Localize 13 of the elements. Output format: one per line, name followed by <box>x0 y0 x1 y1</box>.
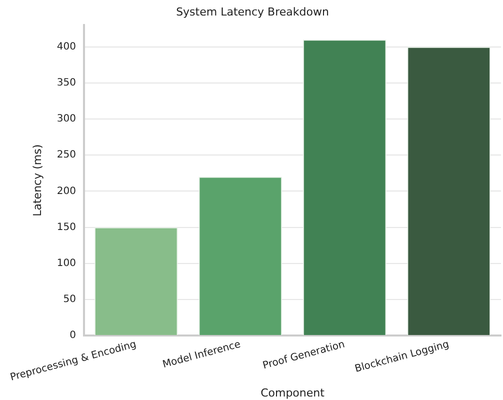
y-axis-title: Latency (ms) <box>31 144 44 216</box>
y-tick-label: 300 <box>56 114 76 125</box>
chart-title: System Latency Breakdown <box>176 5 329 18</box>
x-axis-title: Component <box>260 386 326 400</box>
y-tick-label: 350 <box>56 78 76 89</box>
y-tick-label: 0 <box>70 330 76 342</box>
y-tick-label: 400 <box>56 41 76 52</box>
x-tick-label: Model Inference <box>162 339 242 371</box>
y-tick-label: 150 <box>56 222 76 233</box>
y-tick-label: 100 <box>56 258 76 269</box>
y-tick-label: 250 <box>56 150 76 161</box>
y-tick-label: 50 <box>63 294 76 306</box>
y-tick-label: 200 <box>56 186 76 197</box>
